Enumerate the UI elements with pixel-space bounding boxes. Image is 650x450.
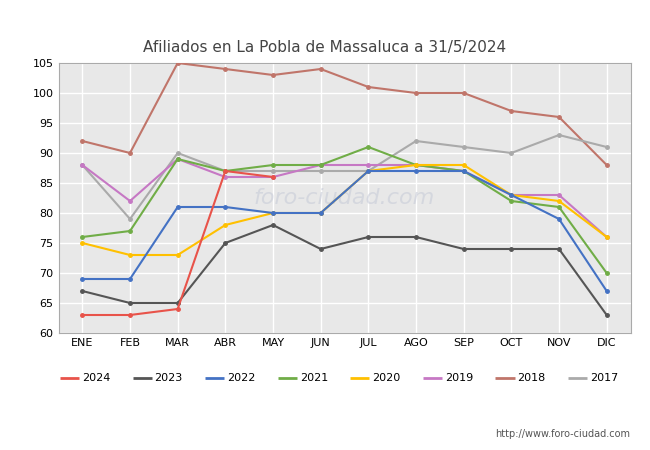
Text: 2020: 2020 xyxy=(372,373,400,383)
Text: 2024: 2024 xyxy=(82,373,111,383)
Text: 2022: 2022 xyxy=(227,373,255,383)
Text: 2017: 2017 xyxy=(590,373,618,383)
Text: 2019: 2019 xyxy=(445,373,473,383)
Text: Afiliados en La Pobla de Massaluca a 31/5/2024: Afiliados en La Pobla de Massaluca a 31/… xyxy=(144,40,506,55)
Text: http://www.foro-ciudad.com: http://www.foro-ciudad.com xyxy=(495,429,630,439)
Text: 2023: 2023 xyxy=(155,373,183,383)
Text: 2018: 2018 xyxy=(517,373,545,383)
Text: 2021: 2021 xyxy=(300,373,328,383)
Text: foro-ciudad.com: foro-ciudad.com xyxy=(254,188,435,208)
